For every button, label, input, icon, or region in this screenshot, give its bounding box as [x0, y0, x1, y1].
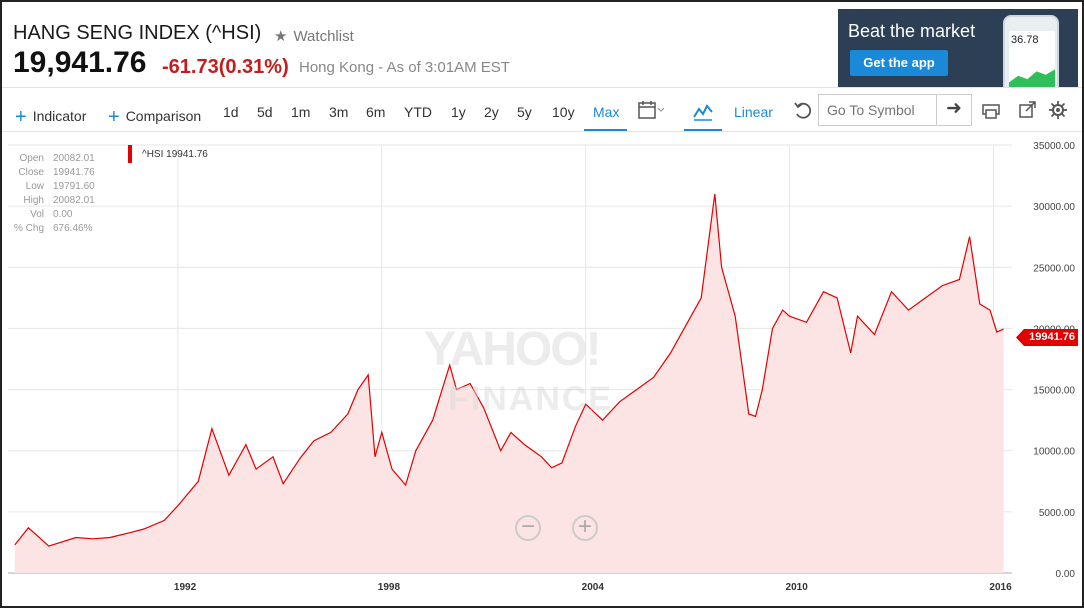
- range-1m[interactable]: 1m: [291, 104, 311, 120]
- change-value: -61.73: [162, 56, 219, 78]
- page-title: HANG SENG INDEX (^HSI): [13, 22, 262, 44]
- gear-glyph: [1049, 101, 1067, 119]
- info-label: Low: [25, 181, 44, 192]
- watchlist-label: Watchlist: [293, 27, 354, 45]
- info-row-close: Close 19941.76: [10, 166, 115, 180]
- range-3m[interactable]: 3m: [329, 104, 349, 120]
- info-label: Vol: [30, 209, 44, 220]
- info-value: 19941.76: [53, 167, 95, 178]
- indicator-button[interactable]: + Indicator: [15, 104, 87, 128]
- phone-value: 36.78: [1011, 34, 1039, 46]
- info-value: 676.46%: [53, 223, 93, 234]
- legend-label: ^HSI 19941.76: [142, 148, 208, 160]
- market-status: Hong Kong - As of 3:01AM EST: [299, 59, 510, 76]
- x-tick-label: 1992: [174, 582, 197, 593]
- y-tick-label: 35000.00: [1033, 141, 1075, 152]
- yahoo-watermark: YAHOO!: [424, 323, 602, 376]
- series-swatch: [128, 145, 132, 163]
- max-tab-underline: [584, 129, 627, 131]
- x-tick-label: 2010: [786, 582, 809, 593]
- indicator-label: Indicator: [32, 108, 87, 124]
- y-tick-label: 15000.00: [1033, 386, 1075, 397]
- y-tick-label: 30000.00: [1033, 202, 1075, 213]
- print-icon[interactable]: [981, 100, 1001, 120]
- chart-toolbar: + Indicator + Comparison 1d 5d 1m 3m 6m YT…: [2, 92, 1082, 132]
- range-5d[interactable]: 5d: [257, 104, 273, 120]
- settings-gear-icon[interactable]: [1048, 100, 1068, 120]
- info-row-low: Low 19791.60: [10, 180, 115, 194]
- x-tick-label: 1998: [378, 582, 401, 593]
- x-tick-label: 2016: [989, 582, 1012, 593]
- go-arrow-button[interactable]: ➜: [936, 94, 972, 126]
- undo-icon[interactable]: [793, 100, 813, 123]
- info-value: 20082.01: [53, 153, 95, 164]
- zoom-out-button[interactable]: −: [515, 515, 541, 541]
- phone-icon: 36.78: [1003, 15, 1059, 87]
- chart-type-underline: [684, 129, 722, 131]
- series-legend[interactable]: ^HSI 19941.76: [128, 145, 223, 163]
- range-max[interactable]: Max: [593, 104, 620, 120]
- share-icon[interactable]: [1018, 100, 1038, 120]
- area-chart-glyph: [693, 104, 713, 121]
- app-ad[interactable]: Beat the market Get the app 36.78: [838, 9, 1078, 87]
- info-label: % Chg: [13, 223, 44, 234]
- quote-header: HANG SENG INDEX (^HSI) ★ Watchlist 19,941…: [2, 2, 1082, 88]
- phone-screen: 36.78: [1009, 31, 1055, 87]
- plus-icon: +: [15, 106, 27, 128]
- print-glyph: [982, 104, 1000, 119]
- star-icon: ★: [274, 28, 288, 45]
- price-chart[interactable]: 0.005000.0010000.0015000.0020000.0025000…: [2, 133, 1082, 606]
- range-1y[interactable]: 1y: [451, 104, 466, 120]
- y-tick-label: 10000.00: [1033, 447, 1075, 458]
- info-value: 19791.60: [53, 181, 95, 192]
- calendar-icon[interactable]: [638, 100, 665, 123]
- share-glyph: [1019, 101, 1036, 118]
- watchlist-button[interactable]: ★ Watchlist: [274, 27, 354, 46]
- range-5y[interactable]: 5y: [517, 104, 532, 120]
- info-row-open: Open 20082.01: [10, 152, 115, 166]
- info-value: 0.00: [53, 209, 73, 220]
- range-1d[interactable]: 1d: [223, 104, 239, 120]
- plus-icon: +: [108, 106, 120, 128]
- current-price-badge: 19941.76: [1016, 329, 1078, 346]
- series-area-fill: [14, 193, 1004, 573]
- price-change: -61.73(0.31%): [162, 56, 289, 79]
- info-value: 20082.01: [53, 195, 95, 206]
- info-row-vol: Vol 0.00: [10, 208, 115, 222]
- x-tick-label: 2004: [582, 582, 605, 593]
- info-row-high: High 20082.01: [10, 194, 115, 208]
- range-2y[interactable]: 2y: [484, 104, 499, 120]
- info-row-change: % Chg 676.46%: [10, 222, 115, 236]
- info-label: High: [23, 195, 44, 206]
- y-tick-label: 5000.00: [1039, 508, 1076, 519]
- comparison-button[interactable]: + Comparison: [108, 104, 202, 128]
- scale-linear-button[interactable]: Linear: [734, 104, 773, 120]
- zoom-in-button[interactable]: +: [572, 515, 598, 541]
- price: 19,941.76: [13, 46, 147, 79]
- change-percent: (0.31%): [218, 56, 289, 78]
- get-app-button[interactable]: Get the app: [850, 50, 948, 76]
- series-line[interactable]: [14, 193, 1004, 547]
- symbol-search-input[interactable]: [818, 94, 936, 126]
- info-label: Open: [19, 153, 44, 164]
- range-6m[interactable]: 6m: [366, 104, 386, 120]
- chart-type-icon[interactable]: [692, 100, 714, 125]
- comparison-label: Comparison: [125, 108, 202, 124]
- y-tick-label: 0.00: [1056, 569, 1076, 580]
- ad-headline: Beat the market: [848, 21, 976, 41]
- info-label: Close: [18, 167, 44, 178]
- range-ytd[interactable]: YTD: [404, 104, 432, 120]
- range-10y[interactable]: 10y: [552, 104, 575, 120]
- undo-glyph: [794, 102, 812, 119]
- calendar-glyph: [638, 101, 665, 119]
- y-tick-label: 25000.00: [1033, 263, 1075, 274]
- finance-watermark: FINANCE: [448, 380, 614, 418]
- ohlc-panel: Open 20082.01 Close 19941.76 Low 19791.60 H…: [10, 152, 115, 236]
- phone-chart: [1009, 69, 1055, 87]
